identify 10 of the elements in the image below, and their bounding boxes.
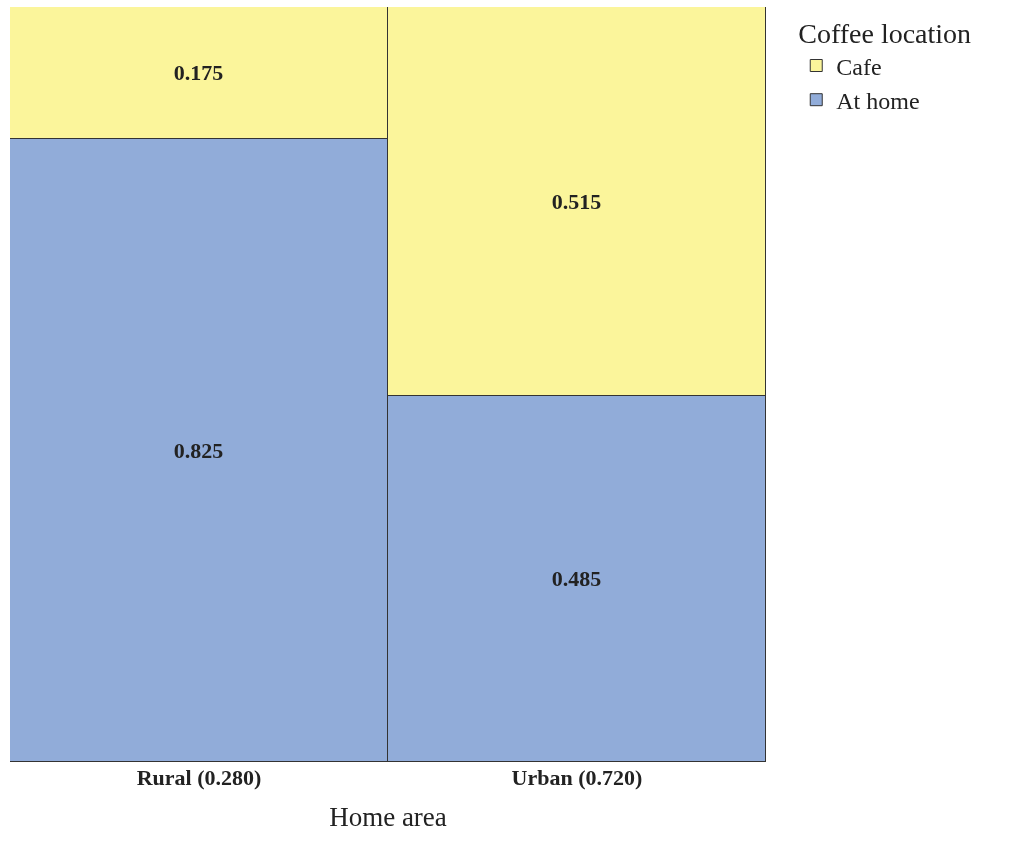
data-label: 0.825 bbox=[173, 437, 224, 463]
x-axis-title: Home area bbox=[329, 802, 447, 833]
legend-label: Cafe bbox=[836, 53, 882, 80]
legend-label: At home bbox=[836, 88, 920, 115]
legend-title: Coffee location bbox=[798, 18, 972, 50]
data-label: 0.485 bbox=[551, 566, 602, 591]
x-tick-label: Rural (0.280) bbox=[136, 765, 262, 790]
data-label: 0.175 bbox=[173, 60, 224, 85]
data-label: 0.515 bbox=[551, 188, 602, 214]
x-tick-label: Urban (0.720) bbox=[511, 765, 643, 790]
